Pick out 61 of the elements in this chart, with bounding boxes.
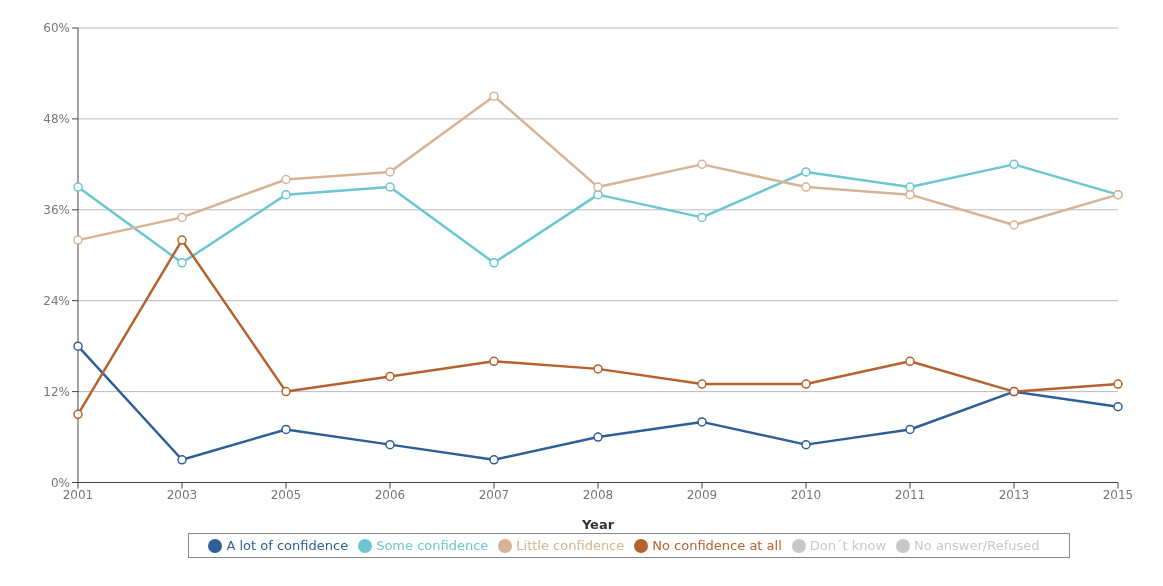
point <box>385 439 395 450</box>
x-tick-label: 2011 <box>894 488 926 503</box>
point <box>177 235 187 245</box>
x-tick-label: 2006 <box>374 488 406 503</box>
point <box>73 341 83 351</box>
legend-label: No confidence at all <box>652 537 782 553</box>
point <box>73 409 83 420</box>
point <box>385 167 395 177</box>
point <box>801 182 811 192</box>
point <box>489 91 499 101</box>
legend-label: Some confidence <box>376 537 489 553</box>
point <box>281 386 291 397</box>
point <box>801 167 811 177</box>
y-tick-label: 24% <box>43 293 70 308</box>
point <box>177 212 187 223</box>
point <box>697 379 707 389</box>
point <box>385 371 395 382</box>
x-tick-label: 2001 <box>62 488 94 503</box>
point <box>177 258 187 268</box>
x-tick-label: 2009 <box>686 488 718 503</box>
x-tick-label: 2007 <box>478 488 510 503</box>
point <box>801 379 811 389</box>
point <box>1113 379 1123 389</box>
x-tick-label: 2003 <box>166 488 198 503</box>
point <box>73 182 83 192</box>
x-tick-label: 2010 <box>790 488 822 503</box>
point <box>1009 159 1019 170</box>
y-tick-label: 12% <box>43 384 70 399</box>
point <box>489 356 499 367</box>
point <box>489 258 499 268</box>
point <box>697 417 707 427</box>
y-tick-label: 0% <box>50 475 70 490</box>
point <box>905 356 915 367</box>
point <box>593 432 603 442</box>
legend-label: A lot of confidence <box>226 537 349 553</box>
y-tick-label: 60% <box>43 21 70 36</box>
x-tick-label: 2015 <box>1102 488 1134 503</box>
point <box>697 212 707 223</box>
y-tick-label: 48% <box>43 112 70 127</box>
legend-label: Little confidence <box>516 537 625 553</box>
y-tick-label: 36% <box>43 203 70 218</box>
point <box>593 182 603 192</box>
point <box>801 439 811 450</box>
point <box>177 455 187 465</box>
point <box>593 364 603 374</box>
x-tick-label: 2013 <box>998 488 1030 503</box>
point <box>281 174 291 185</box>
x-tick-label: 2008 <box>582 488 614 503</box>
point <box>73 235 83 245</box>
point <box>697 159 707 170</box>
point <box>281 189 291 200</box>
point <box>489 455 499 465</box>
x-tick-label: 2005 <box>270 488 302 503</box>
point <box>385 182 395 192</box>
x-axis-title: Year <box>580 516 615 532</box>
point <box>1113 402 1123 412</box>
point <box>1009 220 1019 230</box>
point <box>905 189 915 200</box>
point <box>905 182 915 192</box>
point <box>905 424 915 435</box>
point <box>281 424 291 435</box>
